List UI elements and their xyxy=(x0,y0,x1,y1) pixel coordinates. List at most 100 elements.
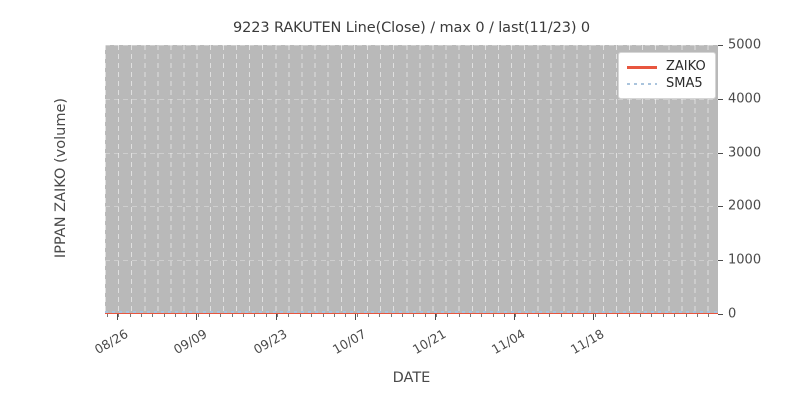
x-tick-minor xyxy=(368,314,369,317)
x-tick-minor xyxy=(107,314,108,317)
y-tick-label: 3000 xyxy=(728,145,762,161)
x-tick-minor xyxy=(436,314,437,317)
x-tick-minor xyxy=(595,314,596,317)
y-tick-label: 2000 xyxy=(728,198,762,214)
x-tick-minor xyxy=(232,314,233,317)
x-tick-label: 10/07 xyxy=(330,326,369,358)
x-tick-minor xyxy=(663,314,664,317)
x-tick-minor xyxy=(617,314,618,317)
y-tick xyxy=(718,206,723,208)
x-tick-label: 08/26 xyxy=(91,326,131,358)
chart-title: 9223 RAKUTEN Line(Close) / max 0 / last(… xyxy=(232,20,591,36)
y-axis-ticks xyxy=(718,45,725,315)
x-tick-minor xyxy=(686,314,687,317)
x-axis-tick-labels: 08/26 09/09 09/23 10/07 10/21 11/04 11/18 xyxy=(0,314,800,374)
x-tick-minor xyxy=(572,314,573,317)
x-tick-minor xyxy=(300,314,301,317)
x-tick-major xyxy=(355,314,356,320)
x-tick-minor xyxy=(323,314,324,317)
x-tick-minor xyxy=(527,314,528,317)
y-tick-label: 1000 xyxy=(728,252,762,268)
x-tick-minor xyxy=(266,314,267,317)
x-tick-minor xyxy=(391,314,392,317)
x-tick-minor xyxy=(311,314,312,317)
y-axis-title: IPPAN ZAIKO (volume) xyxy=(53,97,69,259)
x-axis-ticks xyxy=(105,314,718,321)
x-tick-minor xyxy=(118,314,119,317)
x-tick-minor xyxy=(504,314,505,317)
series-line-sma5 xyxy=(105,310,718,313)
y-tick-label: 5000 xyxy=(728,37,762,53)
x-tick-minor xyxy=(141,314,142,317)
x-tick-minor xyxy=(606,314,607,317)
x-tick-minor xyxy=(379,314,380,317)
x-tick-minor xyxy=(345,314,346,317)
x-tick-minor xyxy=(413,314,414,317)
plot-area xyxy=(105,45,718,314)
x-tick-minor xyxy=(708,314,709,317)
x-tick-major xyxy=(117,314,118,320)
x-tick-major xyxy=(276,314,277,320)
x-tick-minor xyxy=(277,314,278,317)
x-tick-minor xyxy=(515,314,516,317)
x-tick-minor xyxy=(697,314,698,317)
x-tick-minor xyxy=(254,314,255,317)
x-tick-minor xyxy=(481,314,482,317)
x-tick-minor xyxy=(493,314,494,317)
x-tick-minor xyxy=(402,314,403,317)
x-tick-minor xyxy=(175,314,176,317)
legend-label-zaiko: ZAIKO xyxy=(666,59,706,74)
series-line-zaiko xyxy=(105,312,718,314)
x-tick-major xyxy=(593,314,594,320)
legend-swatch-sma5-icon xyxy=(625,78,659,90)
x-tick-minor xyxy=(425,314,426,317)
x-tick-minor xyxy=(130,314,131,317)
x-tick-minor xyxy=(629,314,630,317)
x-axis-title: DATE xyxy=(392,370,431,386)
y-tick xyxy=(718,260,723,262)
x-tick-minor xyxy=(640,314,641,317)
y-axis-tick-labels: 0 1000 2000 3000 4000 5000 xyxy=(728,38,794,322)
y-tick-label: 4000 xyxy=(728,91,762,107)
x-tick-label: 09/23 xyxy=(250,326,290,358)
x-tick-minor xyxy=(561,314,562,317)
x-tick-minor xyxy=(459,314,460,317)
horizontal-gridlines xyxy=(105,45,718,314)
x-tick-minor xyxy=(470,314,471,317)
x-tick-minor xyxy=(220,314,221,317)
x-tick-minor xyxy=(334,314,335,317)
y-tick-label: 0 xyxy=(728,306,737,322)
x-tick-minor xyxy=(651,314,652,317)
legend-label-sma5: SMA5 xyxy=(666,76,703,91)
y-tick xyxy=(718,152,723,154)
y-tick xyxy=(718,314,723,315)
x-tick-label: 11/18 xyxy=(568,326,607,358)
x-tick-minor xyxy=(674,314,675,317)
x-tick-minor xyxy=(447,314,448,317)
legend-item-sma5: SMA5 xyxy=(625,75,709,92)
x-tick-minor xyxy=(198,314,199,317)
x-tick-major xyxy=(196,314,197,320)
x-tick-major xyxy=(435,314,436,320)
x-tick-minor xyxy=(186,314,187,317)
y-tick xyxy=(718,45,723,46)
legend-item-zaiko: ZAIKO xyxy=(625,58,709,75)
legend-swatch-zaiko-icon xyxy=(625,61,659,73)
x-tick-label: 11/04 xyxy=(488,326,528,358)
x-tick-minor xyxy=(209,314,210,317)
x-tick-label: 10/21 xyxy=(409,326,449,358)
x-tick-minor xyxy=(538,314,539,317)
x-tick-minor xyxy=(288,314,289,317)
chart-legend: ZAIKO SMA5 xyxy=(618,52,716,99)
x-tick-minor xyxy=(583,314,584,317)
x-tick-label: 09/09 xyxy=(171,326,210,358)
x-tick-minor xyxy=(357,314,358,317)
x-tick-major xyxy=(514,314,515,320)
x-tick-minor xyxy=(243,314,244,317)
x-tick-minor xyxy=(549,314,550,317)
x-tick-minor xyxy=(152,314,153,317)
y-tick xyxy=(718,98,723,100)
vertical-gridlines xyxy=(105,45,718,314)
x-tick-minor xyxy=(164,314,165,317)
